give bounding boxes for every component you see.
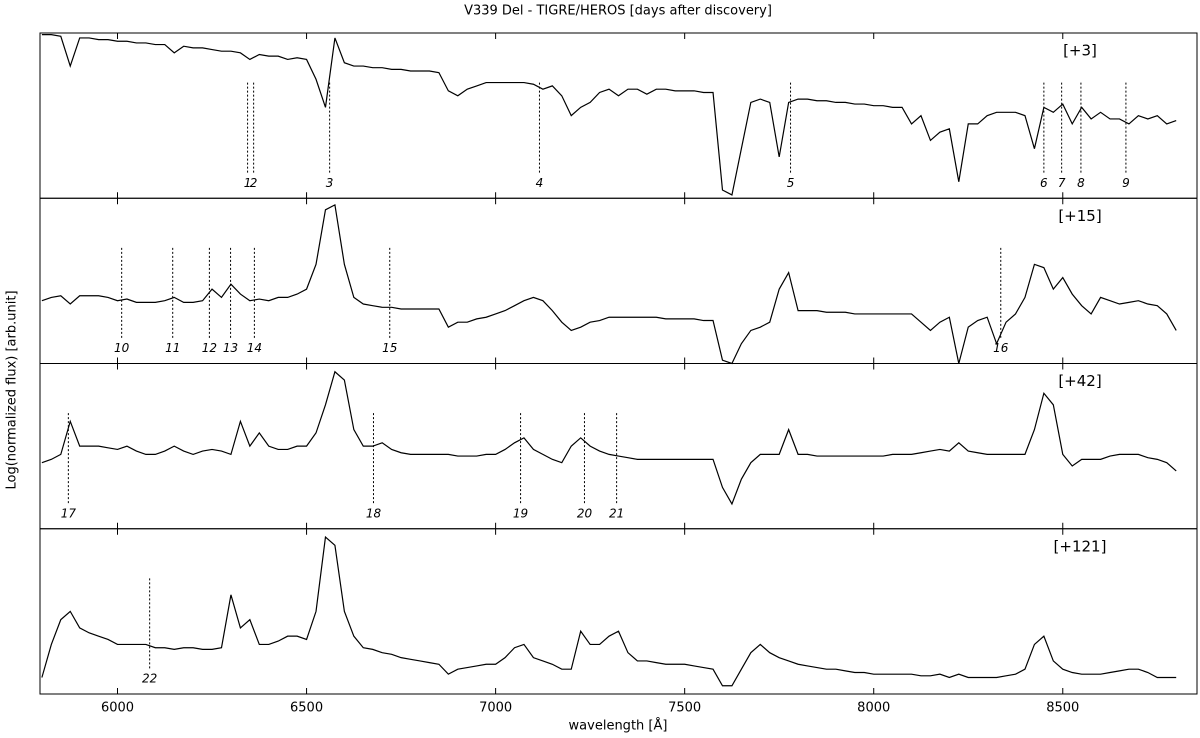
line-id: 14 <box>247 341 262 355</box>
spectrum <box>41 535 1177 687</box>
x-tick-label: 6500 <box>290 701 323 716</box>
line-id: 15 <box>382 341 397 355</box>
spectrum <box>41 203 1177 365</box>
x-tick-label: 6000 <box>101 701 134 716</box>
spectrum <box>41 370 1177 506</box>
panel-label: [+15] <box>1058 207 1101 225</box>
line-id: 17 <box>61 506 77 520</box>
line-id: 18 <box>366 506 382 520</box>
x-tick-label: 7000 <box>479 701 512 716</box>
line-id: 5 <box>787 176 795 190</box>
line-id: 8 <box>1077 176 1085 190</box>
line-id: 9 <box>1122 176 1130 190</box>
line-id: 13 <box>223 341 238 355</box>
x-tick-label: 8500 <box>1046 701 1079 716</box>
x-axis-label: wavelength [Å] <box>569 718 668 734</box>
panel-label: [+3] <box>1063 42 1097 60</box>
line-id: 22 <box>142 672 157 686</box>
line-id: 2 <box>250 176 258 190</box>
panel-frame <box>39 528 1198 695</box>
line-id: 12 <box>202 341 217 355</box>
line-id: 10 <box>114 341 130 355</box>
panel-label: [+42] <box>1058 372 1101 390</box>
line-id: 20 <box>577 506 593 520</box>
line-id: 11 <box>165 341 180 355</box>
x-tick-label: 7500 <box>668 701 701 716</box>
line-id: 6 <box>1040 176 1048 190</box>
chart-title: V339 Del - TIGRE/HEROS [days after disco… <box>464 4 772 19</box>
line-id: 7 <box>1058 176 1066 190</box>
spectrum <box>41 34 1177 196</box>
panel-frame <box>39 363 1198 530</box>
y-axis-label: Log(normalized flux) [arb.unit] <box>5 290 20 489</box>
panel-frame <box>39 197 1198 364</box>
line-id: 4 <box>536 176 544 190</box>
panel-label: [+121] <box>1054 537 1107 555</box>
line-id: 3 <box>326 176 334 190</box>
line-id: 19 <box>513 506 528 520</box>
line-id: 16 <box>993 341 1009 355</box>
line-id: 21 <box>609 506 624 520</box>
line-id: 1 <box>244 176 252 190</box>
x-tick-label: 8000 <box>857 701 890 716</box>
